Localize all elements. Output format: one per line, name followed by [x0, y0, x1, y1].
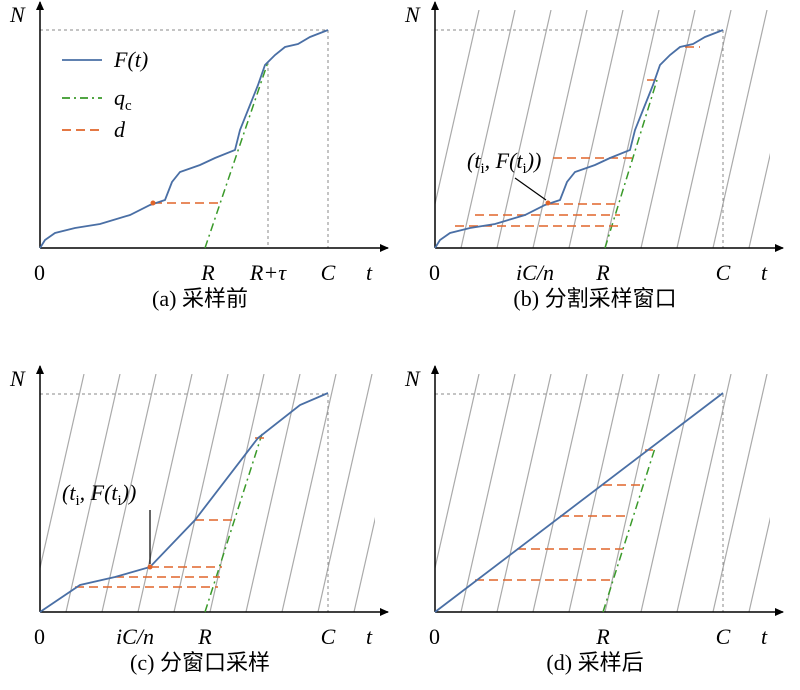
- y-label: N: [9, 366, 26, 391]
- point: [545, 200, 551, 206]
- window-line: [712, 374, 768, 612]
- origin-label: 0: [429, 624, 440, 649]
- pointer: [514, 177, 547, 201]
- legend-label: qc: [114, 85, 132, 114]
- annotation-part: , F(t: [80, 480, 119, 505]
- curve: [434, 29, 724, 249]
- panel: Nt0 iC/n R C(c) 分窗口采样(ti, F(ti)): [9, 365, 389, 675]
- window-line: [496, 374, 552, 612]
- annotation-part: i: [480, 161, 484, 177]
- curve: [39, 392, 329, 613]
- origin-label: 0: [34, 260, 45, 285]
- window-line: [604, 10, 660, 248]
- window-line: [40, 374, 85, 571]
- window-line: [173, 374, 229, 612]
- x-tick-label: R: [595, 260, 610, 285]
- legend-sub: c: [125, 98, 132, 114]
- window-line: [435, 374, 480, 571]
- service-line: [604, 79, 658, 249]
- window-line: [532, 374, 588, 612]
- x-tick-label: R+τ: [249, 260, 287, 285]
- y-label: N: [9, 2, 26, 27]
- annotation-part: )): [525, 148, 542, 173]
- annotation-part: (t: [62, 480, 76, 505]
- guide: [40, 393, 329, 612]
- legend-label: F(t): [113, 47, 148, 72]
- point: [147, 564, 153, 570]
- curve: [39, 29, 329, 249]
- service-line: [602, 447, 656, 613]
- y-label: N: [404, 366, 421, 391]
- annotation: (ti, F(ti)): [62, 480, 136, 509]
- x-tick-label: C: [716, 260, 731, 285]
- window-line: [460, 10, 516, 248]
- window-line: [496, 10, 552, 248]
- window-line: [676, 374, 732, 612]
- origin-label: 0: [34, 624, 45, 649]
- point: [150, 200, 156, 206]
- annotation-part: i: [523, 161, 527, 177]
- service-line: [204, 433, 263, 613]
- window-line: [604, 374, 660, 612]
- annotation: (ti, F(ti)): [467, 148, 541, 177]
- window-line: [532, 10, 588, 248]
- window-line: [435, 10, 480, 207]
- window-line: [65, 374, 121, 612]
- x-tick-label: C: [321, 624, 336, 649]
- window-line: [353, 516, 375, 612]
- window-line: [748, 152, 770, 248]
- window-line: [101, 374, 157, 612]
- window-line: [209, 374, 265, 612]
- legend-text: q: [114, 85, 125, 110]
- legend-text: F(t): [113, 47, 148, 72]
- window-line: [640, 374, 696, 612]
- x-tick-label: R: [200, 260, 215, 285]
- x-tick-label: iC/n: [516, 260, 554, 285]
- window-line: [460, 374, 516, 612]
- annotation-part: (t: [467, 148, 481, 173]
- y-label: N: [404, 2, 421, 27]
- window-line: [137, 374, 193, 612]
- x-label: t: [366, 260, 373, 285]
- curve: [434, 392, 724, 613]
- x-label: t: [366, 624, 373, 649]
- origin-label: 0: [429, 260, 440, 285]
- window-line: [676, 10, 732, 248]
- x-tick-label: R: [595, 624, 610, 649]
- window-line: [281, 374, 337, 612]
- caption: (c) 分窗口采样: [130, 650, 270, 675]
- caption: (a) 采样前: [152, 286, 248, 311]
- window-line: [568, 10, 624, 248]
- window-line: [748, 516, 770, 612]
- window-line: [568, 374, 624, 612]
- guide: [40, 29, 329, 248]
- annotation-part: , F(t: [485, 148, 524, 173]
- legend-label: d: [114, 117, 126, 142]
- x-tick-label: iC/n: [116, 624, 154, 649]
- window-line: [245, 374, 301, 612]
- caption: (b) 分割采样窗口: [513, 286, 676, 311]
- annotation-part: i: [118, 493, 122, 509]
- x-tick-label: C: [321, 260, 336, 285]
- x-label: t: [761, 260, 768, 285]
- window-line: [712, 10, 768, 248]
- annotation-part: i: [75, 493, 79, 509]
- caption: (d) 采样后: [546, 650, 643, 675]
- annotation-part: )): [120, 480, 137, 505]
- x-label: t: [761, 624, 768, 649]
- panel: Nt 0 R C (d) 采样后: [404, 365, 784, 675]
- service-line: [204, 61, 269, 249]
- x-tick-label: R: [197, 624, 212, 649]
- x-tick-label: C: [716, 624, 731, 649]
- window-line: [640, 10, 696, 248]
- legend-text: d: [114, 117, 126, 142]
- window-line: [317, 374, 373, 612]
- panel: Nt0 iC/n R C(b) 分割采样窗口(ti, F(ti)): [404, 1, 784, 311]
